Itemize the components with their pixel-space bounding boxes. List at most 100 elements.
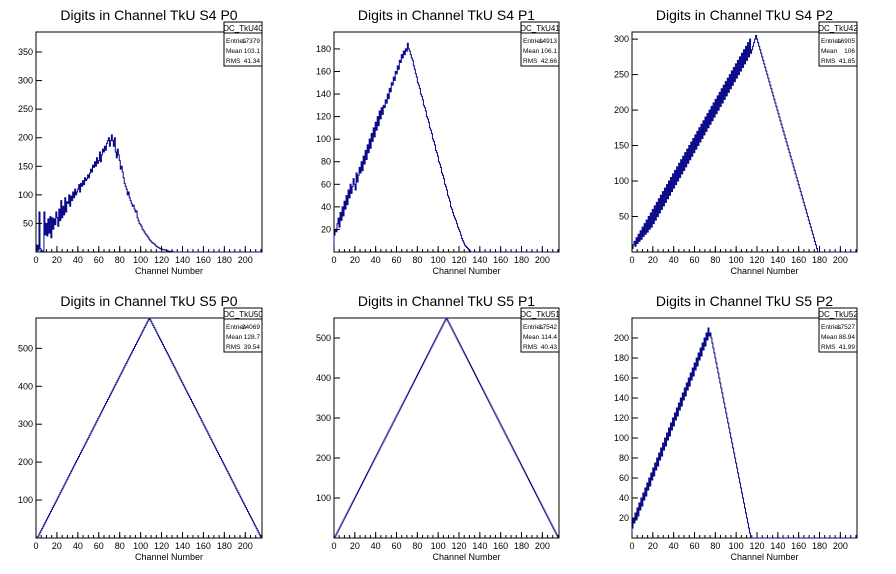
stats-box-name: DC_TkU42 xyxy=(818,24,858,33)
y-tick-label: 80 xyxy=(619,453,629,463)
stats-value: 88.94 xyxy=(839,334,856,341)
stats-label: Mean xyxy=(523,334,540,341)
x-tick-label: 120 xyxy=(749,255,764,265)
x-tick-label: 60 xyxy=(391,255,401,265)
y-tick-label: 100 xyxy=(18,495,33,505)
y-tick-label: 400 xyxy=(18,381,33,391)
y-tick-label: 50 xyxy=(23,218,33,228)
x-tick-label: 200 xyxy=(535,255,550,265)
x-tick-label: 160 xyxy=(493,541,508,551)
stats-box-frame xyxy=(520,307,560,353)
x-tick-label: 60 xyxy=(689,255,699,265)
stats-box-frame xyxy=(223,21,263,67)
stats-box-frame xyxy=(818,21,858,67)
stats-value: 42.66 xyxy=(541,58,558,65)
x-axis-label: Channel Number xyxy=(432,552,500,562)
x-tick-label: 140 xyxy=(770,255,785,265)
x-tick-label: 180 xyxy=(217,541,232,551)
stats-value: 114.4 xyxy=(541,334,557,341)
stats-value: 17379 xyxy=(242,38,260,45)
x-tick-label: 40 xyxy=(669,255,679,265)
stats-value: 41.85 xyxy=(839,58,856,65)
x-tick-label: 200 xyxy=(238,541,253,551)
y-tick-label: 20 xyxy=(321,224,331,234)
x-axis-label: Channel Number xyxy=(432,266,500,276)
x-tick-label: 0 xyxy=(33,541,38,551)
stats-value: 41.34 xyxy=(244,58,261,65)
x-tick-label: 160 xyxy=(791,541,806,551)
x-tick-label: 80 xyxy=(710,255,720,265)
stats-box-frame xyxy=(818,307,858,353)
y-tick-label: 20 xyxy=(619,513,629,523)
y-tick-label: 120 xyxy=(316,112,331,122)
stats-value: 16905 xyxy=(837,38,855,45)
y-tick-label: 140 xyxy=(316,89,331,99)
stats-label: Mean xyxy=(226,334,243,341)
stats-box-name: DC_TkU41 xyxy=(520,24,560,33)
histogram-series xyxy=(333,42,559,253)
x-tick-label: 180 xyxy=(812,255,827,265)
x-tick-label: 100 xyxy=(133,541,148,551)
chart-title: Digits in Channel TkU S5 P2 xyxy=(656,293,833,309)
chart-title: Digits in Channel TkU S4 P2 xyxy=(656,7,833,23)
x-tick-label: 60 xyxy=(689,541,699,551)
y-tick-label: 100 xyxy=(614,433,629,443)
stats-label: RMS xyxy=(226,344,241,351)
histogram-series xyxy=(631,327,857,539)
x-tick-label: 40 xyxy=(73,255,83,265)
x-tick-label: 80 xyxy=(412,255,422,265)
x-tick-label: 40 xyxy=(669,541,679,551)
y-tick-label: 180 xyxy=(614,353,629,363)
x-tick-label: 20 xyxy=(350,255,360,265)
x-tick-label: 20 xyxy=(648,255,658,265)
stats-value: 39.54 xyxy=(244,344,261,351)
stats-box-name: DC_TkU52 xyxy=(818,310,858,319)
plot-frame xyxy=(631,31,858,253)
plot-frame xyxy=(631,317,858,539)
y-tick-label: 500 xyxy=(18,343,33,353)
histogram-panel: Digits in Channel TkU S5 P0 0 20 40 60 80 100 1… xyxy=(18,293,263,562)
histogram-panel: Digits in Channel TkU S4 P0 0 20 40 60 80 100 1… xyxy=(18,7,263,276)
x-tick-label: 20 xyxy=(52,541,62,551)
x-tick-label: 100 xyxy=(431,541,446,551)
x-tick-label: 140 xyxy=(472,255,487,265)
x-tick-label: 100 xyxy=(729,541,744,551)
histogram-panel: Digits in Channel TkU S4 P1 0 20 40 60 80 100 1… xyxy=(316,7,560,276)
y-tick-label: 120 xyxy=(614,413,629,423)
x-axis-label: Channel Number xyxy=(730,266,798,276)
stats-label: Entries xyxy=(523,324,544,331)
x-tick-label: 20 xyxy=(52,255,62,265)
stats-box-name: DC_TkU40 xyxy=(223,24,263,33)
stats-box-frame xyxy=(223,307,263,353)
x-tick-label: 0 xyxy=(331,541,336,551)
stats-value: 17527 xyxy=(837,324,855,331)
histogram-series xyxy=(36,317,262,539)
x-tick-label: 0 xyxy=(33,255,38,265)
x-tick-label: 40 xyxy=(73,541,83,551)
x-tick-label: 100 xyxy=(729,255,744,265)
x-tick-label: 40 xyxy=(371,255,381,265)
x-tick-label: 160 xyxy=(493,255,508,265)
y-tick-label: 300 xyxy=(614,34,629,44)
stats-label: Mean xyxy=(821,48,838,55)
histogram-panel: Digits in Channel TkU S4 P2 0 20 40 60 80 100 1… xyxy=(614,7,858,276)
chart-title: Digits in Channel TkU S4 P0 xyxy=(60,7,237,23)
histogram-series xyxy=(334,317,559,539)
y-tick-label: 100 xyxy=(18,190,33,200)
y-tick-label: 100 xyxy=(316,493,331,503)
y-tick-label: 80 xyxy=(321,157,331,167)
plot-frame xyxy=(35,31,263,253)
x-tick-label: 0 xyxy=(629,541,634,551)
histogram-series xyxy=(36,134,262,253)
x-tick-label: 180 xyxy=(514,255,529,265)
x-tick-label: 180 xyxy=(514,541,529,551)
stats-label: Mean xyxy=(226,48,243,55)
y-tick-label: 350 xyxy=(18,47,33,57)
x-tick-label: 200 xyxy=(833,541,848,551)
x-axis-label: Channel Number xyxy=(135,266,203,276)
x-tick-label: 80 xyxy=(115,255,125,265)
